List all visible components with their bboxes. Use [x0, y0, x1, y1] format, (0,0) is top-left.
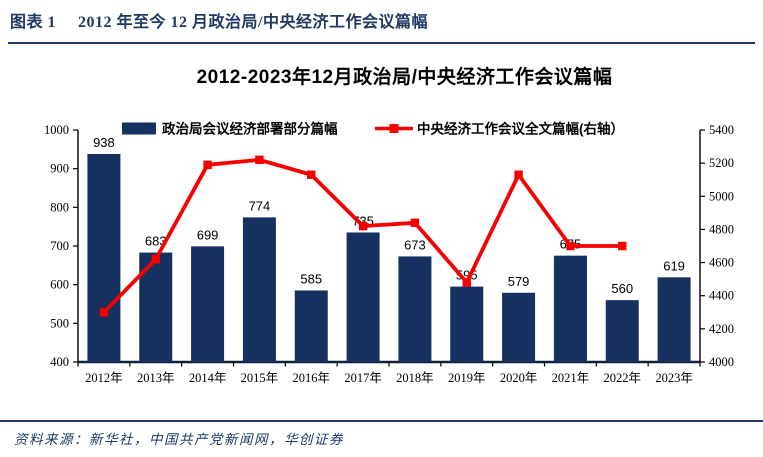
- right-axis-tick-label: 4200: [709, 322, 734, 336]
- legend-bar-label: 政治局会议经济部署部分篇幅: [162, 121, 338, 137]
- x-axis-category-label: 2014年: [189, 371, 227, 385]
- x-axis-category-label: 2016年: [292, 371, 330, 385]
- right-axis-tick-label: 4000: [709, 355, 734, 369]
- legend-line-label: 中央经济工作会议全文篇幅(右轴）: [417, 121, 624, 137]
- bar-value-label: 683: [145, 234, 167, 249]
- left-axis-tick-label: 700: [50, 239, 69, 253]
- left-axis-tick-label: 800: [50, 200, 69, 214]
- x-axis-category-label: 2017年: [344, 371, 382, 385]
- x-axis-category-label: 2021年: [552, 371, 590, 385]
- bar: [502, 292, 536, 362]
- figure-label: 图表 1: [10, 14, 57, 31]
- legend-bar-swatch: [122, 122, 156, 135]
- bar-value-label: 585: [300, 271, 322, 286]
- line-marker-icon: [151, 255, 160, 264]
- line-marker-icon: [410, 218, 420, 227]
- chart-title: 2012-2023年12月政治局/中央经济工作会议篇幅: [196, 67, 613, 88]
- x-axis-category-label: 2020年: [500, 371, 538, 385]
- right-axis-tick-label: 5000: [709, 189, 734, 203]
- right-axis-tick-label: 5200: [709, 156, 734, 170]
- bar-value-label: 560: [611, 281, 633, 296]
- bar-value-label: 699: [197, 227, 219, 242]
- left-axis-tick-label: 500: [50, 316, 69, 330]
- bar: [242, 217, 276, 362]
- bar: [553, 255, 587, 362]
- right-axis-tick-label: 4800: [709, 222, 734, 236]
- bar: [605, 300, 639, 362]
- x-axis-category-label: 2022年: [603, 371, 641, 385]
- line-marker-icon: [255, 155, 264, 165]
- x-axis-category-label: 2013年: [137, 371, 175, 385]
- left-axis-tick-label: 400: [50, 355, 69, 369]
- line-marker-icon: [514, 170, 523, 179]
- legend-line-marker-icon: [389, 124, 399, 133]
- line-series: [99, 155, 627, 317]
- bar-value-label: 619: [663, 258, 685, 273]
- bar: [87, 153, 121, 362]
- x-axis-category-label: 2019年: [448, 371, 486, 385]
- bar-value-label: 579: [508, 274, 530, 289]
- x-axis-category-label: 2012年: [85, 371, 123, 385]
- bar-series: 938683699774585735673595579675560619: [87, 135, 691, 362]
- footer-divider: [0, 420, 763, 422]
- bar: [450, 286, 484, 362]
- x-axis-category-label: 2023年: [655, 371, 693, 385]
- line-marker-icon: [203, 160, 212, 169]
- left-axis-tick-label: 600: [50, 278, 69, 292]
- right-axis-tick-label: 4400: [709, 289, 734, 303]
- axes: 400 500 600 700 800 900 1000 4000 4200 4400 4600 48…: [44, 123, 734, 385]
- bar: [294, 290, 328, 362]
- right-axis-tick-label: 5400: [709, 123, 734, 137]
- line-marker-icon: [618, 241, 627, 251]
- source-note: 资料来源：新华社，中国共产党新闻网，华创证券: [14, 432, 344, 447]
- header-divider: [8, 42, 755, 44]
- line-marker-icon: [307, 170, 316, 179]
- x-axis-category-label: 2015年: [241, 371, 279, 385]
- bar: [657, 277, 691, 362]
- line-marker-icon: [358, 221, 368, 231]
- x-axis-category-label: 2018年: [396, 371, 434, 385]
- line-marker-icon: [99, 308, 109, 317]
- right-axis-tick-label: 4600: [709, 256, 734, 270]
- legend: 政治局会议经济部署部分篇幅 中央经济工作会议全文篇幅(右轴）: [122, 121, 624, 137]
- figure-title: 2012 年至今 12 月政治局/中央经济工作会议篇幅: [78, 14, 428, 31]
- bar: [191, 246, 225, 362]
- left-axis-tick-label: 900: [50, 162, 69, 176]
- left-axis-tick-label: 1000: [44, 123, 69, 137]
- line-marker-icon: [462, 278, 471, 287]
- bar-value-label: 938: [93, 135, 115, 150]
- bar-value-label: 673: [404, 237, 426, 252]
- bar-value-label: 774: [249, 198, 271, 213]
- line-marker-icon: [566, 241, 575, 251]
- chart-svg: 政治局会议经济部署部分篇幅 中央经济工作会议全文篇幅(右轴） 400 500 600 70…: [44, 121, 734, 386]
- bar: [346, 232, 380, 362]
- bar: [398, 256, 432, 362]
- figure-header: 图表 1 2012 年至今 12 月政治局/中央经济工作会议篇幅: [10, 8, 753, 32]
